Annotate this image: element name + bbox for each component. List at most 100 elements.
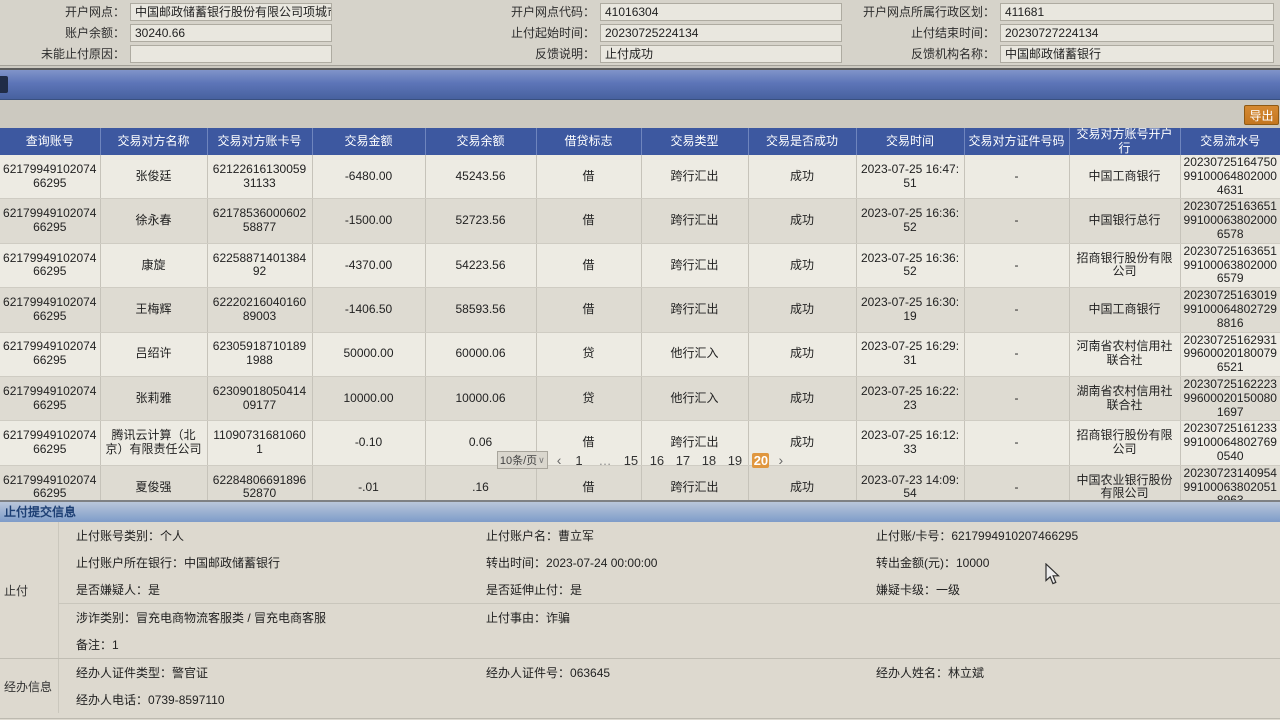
transaction-table: 查询账号 交易对方名称 交易对方账卡号 交易金额 交易余额 借贷标志 交易类型 交易是否成功交… <box>0 128 1280 511</box>
form-field-label: 止付起始时间： <box>510 26 595 40</box>
field-value: 诈骗 <box>546 611 571 625</box>
field-label: 经办人证件类型： <box>76 666 173 680</box>
table-cell: 10000.00 <box>312 376 426 422</box>
pagination-page-1[interactable]: 1 <box>575 452 583 468</box>
pagination-page-16[interactable]: 16 <box>649 452 665 468</box>
column-header: 交易类型 <box>641 128 749 155</box>
table-cell: 2023-07-25 16:22:23 <box>856 376 965 422</box>
column-header: 交易对方账卡号 <box>207 128 313 155</box>
field-label: 止付账/卡号： <box>876 529 952 543</box>
table-row: 6217994910207466295 张俊廷 621226161300593113… <box>0 155 1280 200</box>
table-cell: 45243.56 <box>425 155 537 200</box>
table-cell: 20230725161233991000648027690540 <box>1180 420 1280 466</box>
field-label: 转出金额(元)： <box>876 556 956 570</box>
table-cell: - <box>964 332 1070 377</box>
form-field-label: 开户网点： <box>64 5 125 19</box>
pagination-pages: 1 … 15 16 17 18 19 20 <box>570 452 770 468</box>
field-value: 是 <box>148 583 161 597</box>
field-value: 6217994910207466295 <box>951 529 1079 543</box>
form-field-input[interactable]: 中国邮政储蓄银行 <box>1000 44 1274 63</box>
field-label: 转出时间： <box>486 556 547 570</box>
collapse-handle[interactable] <box>0 76 8 93</box>
form-field-label: 未能止付原因： <box>40 47 125 61</box>
form-field-label: 开户网点代码： <box>510 5 595 19</box>
table-cell: 2023-07-25 16:30:19 <box>856 287 965 333</box>
table-cell: 6217994910207466295 <box>0 332 101 377</box>
table-cell: - <box>964 155 1070 200</box>
top-form: 开户网点： 中国邮政储蓄银行股份有限公司项城市高寺... 开户网点代码： 410163… <box>0 0 1280 66</box>
form-field-input[interactable]: 20230727224134 <box>1000 23 1274 42</box>
table-cell: 他行汇入 <box>641 376 749 422</box>
table-cell: 跨行汇出 <box>641 198 749 244</box>
section-divider-bar <box>0 68 1280 100</box>
pagination-page-20[interactable]: 20 <box>752 452 770 468</box>
field-label: 备注： <box>76 638 113 652</box>
table-cell: 20230725162223996000201500801697 <box>1180 376 1280 422</box>
field-cell: 止付事由：诈骗 <box>486 609 876 626</box>
field-cell: 涉诈类别：冒充电商物流客服类 / 冒充电商客服 <box>76 609 486 626</box>
form-field-input[interactable] <box>130 44 332 63</box>
field-value: 一级 <box>936 583 961 597</box>
table-cell: 6230901805041409177 <box>207 376 313 422</box>
table-cell: 6217994910207466295 <box>0 243 101 289</box>
form-field-input[interactable]: 止付成功 <box>600 44 842 63</box>
table-cell: 中国银行总行 <box>1069 198 1181 244</box>
pagination-prev-button[interactable]: ‹ <box>556 452 562 468</box>
table-cell: 20230725163651991000638020006578 <box>1180 198 1280 244</box>
table-row: 6217994910207466295 张莉雅 623090180504140917… <box>0 376 1280 422</box>
field-value: 2023-07-24 00:00:00 <box>546 556 658 570</box>
form-field-label: 开户网点所属行政区划： <box>862 5 995 19</box>
page-size-select[interactable]: 10条/页 ∨ <box>496 451 548 469</box>
pagination-page-18[interactable]: 18 <box>701 452 717 468</box>
transaction-table-body: 6217994910207466295 张俊廷 621226161300593113… <box>0 155 1280 511</box>
field-cell: 是否延伸止付：是 <box>486 581 876 598</box>
field-cell: 备注：1 <box>76 636 486 653</box>
pagination-page-15[interactable]: 15 <box>623 452 639 468</box>
table-cell: 河南省农村信用社联合社 <box>1069 332 1181 377</box>
table-cell: 6222021604016089003 <box>207 287 313 333</box>
table-cell: 2023-07-25 16:12:33 <box>856 420 965 466</box>
pagination-ellipsis: … <box>598 452 612 468</box>
field-value: 个人 <box>160 529 185 543</box>
table-cell: 借 <box>536 155 642 200</box>
field-value: 10000 <box>956 556 990 570</box>
table-cell: 跨行汇出 <box>641 243 749 289</box>
field-cell: 嫌疑卡级：一级 <box>876 581 1280 598</box>
pagination-next-button[interactable]: › <box>778 452 784 468</box>
export-button[interactable]: 导出 <box>1244 105 1279 125</box>
field-value: 0739-8597110 <box>148 693 225 707</box>
table-cell: 湖南省农村信用社联合社 <box>1069 376 1181 422</box>
field-cell: 止付账户所在银行：中国邮政储蓄银行 <box>76 554 486 571</box>
field-cell: 经办人姓名：林立斌 <box>876 664 1280 681</box>
table-cell: 58593.56 <box>425 287 537 333</box>
field-label: 止付事由： <box>486 611 547 625</box>
form-field-input[interactable]: 411681 <box>1000 2 1274 21</box>
table-cell: 52723.56 <box>425 198 537 244</box>
table-cell: 50000.00 <box>312 332 426 377</box>
table-cell: - <box>964 420 1070 466</box>
form-field-label: 止付结束时间： <box>910 26 995 40</box>
pagination-page-19[interactable]: 19 <box>727 452 743 468</box>
table-cell: 成功 <box>748 198 857 244</box>
form-field-input[interactable]: 20230725224134 <box>600 23 842 42</box>
form-section: 经办信息 经办人证件类型：警官证 经办人证件号：063645 经办人姓名：林立斌 经办人… <box>0 658 1280 713</box>
column-header: 借贷标志 <box>536 128 642 155</box>
section-rail-label: 止付 <box>4 583 29 598</box>
table-cell: 6217994910207466295 <box>0 376 101 422</box>
column-header: 交易流水号 <box>1180 128 1280 155</box>
table-cell: 贷 <box>536 332 642 377</box>
field-label: 嫌疑卡级： <box>876 583 937 597</box>
page-size-value: 10条/页 <box>499 455 538 467</box>
table-cell: 招商银行股份有限公司 <box>1069 420 1181 466</box>
form-field-input[interactable]: 中国邮政储蓄银行股份有限公司项城市高寺... <box>130 2 332 21</box>
form-field-input[interactable]: 30240.66 <box>130 23 332 42</box>
chevron-down-icon: ∨ <box>538 454 545 465</box>
table-cell: 20230725164750991000648020004631 <box>1180 155 1280 200</box>
column-header: 交易对方账号开户行 <box>1069 128 1181 155</box>
pagination-page-17[interactable]: 17 <box>675 452 691 468</box>
form-field-input[interactable]: 41016304 <box>600 2 842 21</box>
table-cell: 110907316810601 <box>207 420 313 466</box>
table-cell: 贷 <box>536 376 642 422</box>
table-cell: 徐永春 <box>100 198 208 244</box>
table-cell: 6217994910207466295 <box>0 420 101 466</box>
